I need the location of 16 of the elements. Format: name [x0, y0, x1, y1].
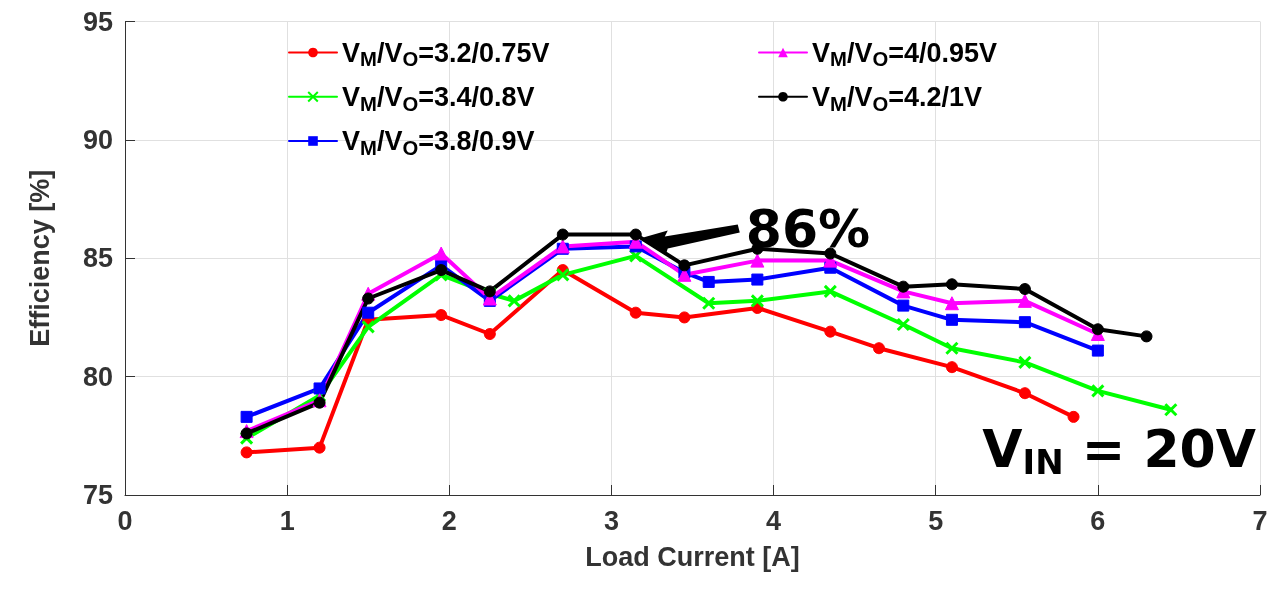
y-tick-label: 95: [82, 6, 113, 37]
x-tick-label: 1: [279, 505, 295, 536]
y-tick-label: 75: [82, 480, 113, 510]
x-axis-title: Load Current [A]: [585, 541, 800, 572]
y-tick-label: 80: [82, 361, 113, 392]
y-axis-title: Efficiency [%]: [24, 169, 55, 347]
y-tick-label: 85: [82, 243, 113, 274]
y-tick-label: 90: [82, 124, 113, 155]
x-tick-label: 6: [1090, 505, 1106, 536]
x-tick-label: 7: [1252, 505, 1268, 536]
x-tick-label: 3: [603, 505, 619, 536]
x-tick-label: 0: [117, 505, 133, 536]
x-tick-label: 5: [928, 505, 944, 536]
x-tick-label: 4: [766, 505, 782, 536]
annotation: 86%: [745, 198, 871, 259]
x-tick-label: 2: [441, 505, 457, 536]
